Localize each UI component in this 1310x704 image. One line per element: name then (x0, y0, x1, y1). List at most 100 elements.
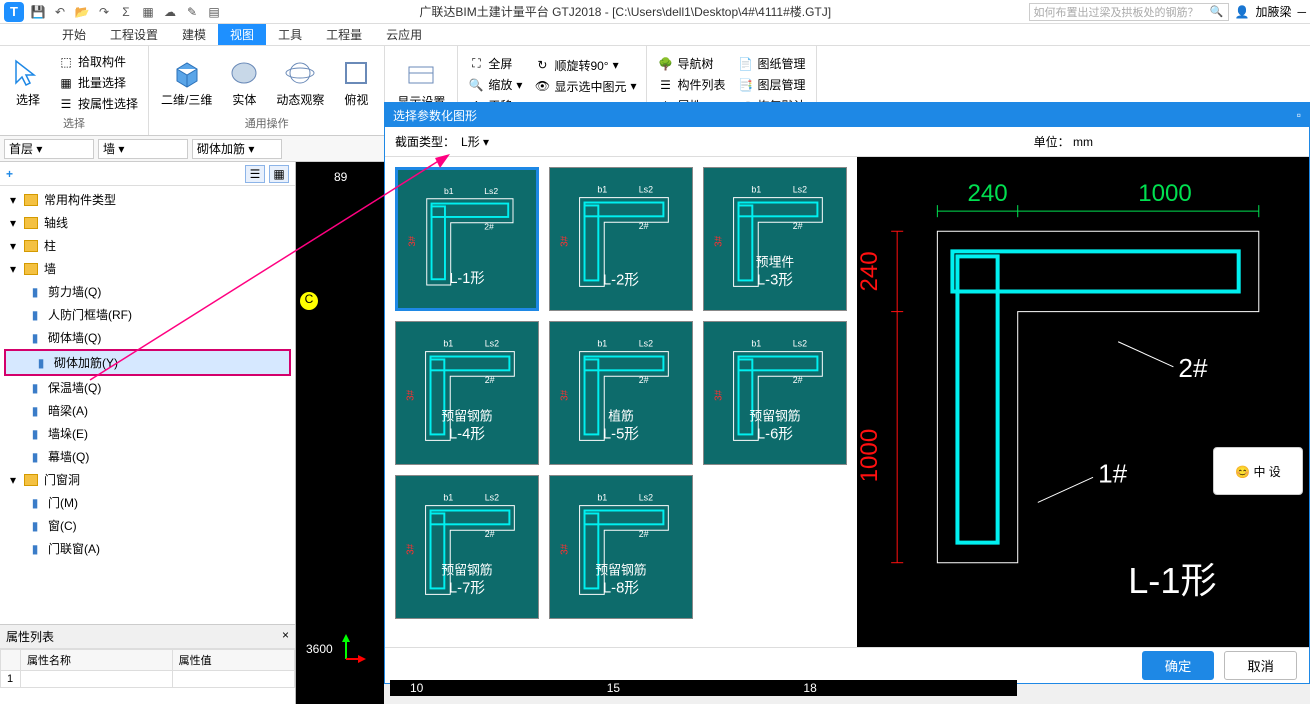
tree-item[interactable]: ▮窗(C) (0, 514, 295, 537)
item-icon: ▮ (34, 356, 48, 370)
shape-thumb[interactable]: 3#b1Ls22#预留钢筋L-8形 (549, 475, 693, 619)
edit-icon[interactable]: ✎ (184, 4, 200, 20)
tree-item[interactable]: ▮砌体加筋(Y) (4, 349, 291, 376)
expand-icon[interactable]: ▾ (10, 193, 16, 207)
region-icon[interactable]: ▦ (140, 4, 156, 20)
tree-item[interactable]: ▾柱 (0, 234, 295, 257)
dim-1000-left: 1000 (857, 429, 883, 483)
open-icon[interactable]: 📂 (74, 4, 90, 20)
shape-thumb[interactable]: 3#b1Ls22#预留钢筋L-6形 (703, 321, 847, 465)
expand-icon[interactable]: ▾ (10, 239, 16, 253)
drawing-canvas[interactable]: 89 C 3600 (296, 162, 384, 704)
view-mode-2-icon[interactable]: ▦ (269, 165, 289, 183)
layer-mgr-button[interactable]: 📑图层管理 (736, 75, 808, 94)
shape-thumb[interactable]: 3#b1Ls22#植筋L-5形 (549, 321, 693, 465)
ribbon-group-select: 选择 ⬚拾取构件 ▦批量选择 ☰按属性选择 选择 (0, 46, 149, 135)
shape-thumb[interactable]: 3#b1Ls22#预留钢筋L-4形 (395, 321, 539, 465)
layer-icon: 📑 (738, 77, 754, 93)
ok-button[interactable]: 确定 (1142, 651, 1215, 680)
add-icon[interactable]: + (6, 167, 13, 181)
menu-start[interactable]: 开始 (50, 24, 98, 45)
fullscreen-button[interactable]: ⛶全屏 (466, 54, 524, 73)
window-min-icon[interactable]: ─ (1297, 5, 1306, 19)
orbit-button[interactable]: 动态观察 (272, 55, 328, 110)
tree-item[interactable]: ▾墙 (0, 257, 295, 280)
select-button[interactable]: 选择 (8, 55, 48, 110)
shape-thumb[interactable]: 3#b1Ls22#L-2形 (549, 167, 693, 311)
section-type-label: 截面类型： (395, 133, 455, 150)
show-selected-button[interactable]: 👁显示选中图元 ▾ (532, 77, 638, 96)
tree-item[interactable]: ▮幕墙(Q) (0, 445, 295, 468)
dialog-max-icon[interactable]: ▫ (1297, 108, 1301, 122)
drawing-icon: 📄 (738, 56, 754, 72)
tree-item-label: 门窗洞 (44, 471, 80, 488)
menu-cloud[interactable]: 云应用 (374, 24, 434, 45)
svg-text:b1: b1 (597, 339, 607, 349)
tree-item[interactable]: ▮门(M) (0, 491, 295, 514)
group-label-common: 通用操作 (157, 115, 376, 131)
cloud-icon[interactable]: ☁ (162, 4, 178, 20)
cancel-button[interactable]: 取消 (1224, 651, 1297, 680)
undo-icon[interactable]: ↶ (52, 4, 68, 20)
close-icon[interactable]: × (282, 628, 289, 645)
sum-icon[interactable]: Σ (118, 4, 134, 20)
svg-text:b1: b1 (444, 186, 454, 196)
section-type-select[interactable]: L形 ▾ (461, 133, 541, 150)
shape-thumb[interactable]: 3#b1Ls22#L-1形 (395, 167, 539, 311)
expand-icon[interactable]: ▾ (10, 262, 16, 276)
orbit-icon (284, 57, 316, 89)
shape-thumb[interactable]: 3#b1Ls22#预埋件L-3形 (703, 167, 847, 311)
tree-item[interactable]: ▾ 门窗洞 (0, 468, 295, 491)
drawing-mgr-button[interactable]: 📄图纸管理 (736, 54, 808, 73)
tree-item[interactable]: ▮砌体墙(Q) (0, 326, 295, 349)
2d3d-button[interactable]: 二维/三维 (157, 55, 216, 110)
view-mode-1-icon[interactable]: ☰ (245, 165, 265, 183)
navtree-button[interactable]: 🌳导航树 (655, 54, 727, 73)
shape-thumb[interactable]: 3#b1Ls22#预留钢筋L-7形 (395, 475, 539, 619)
zoom-button[interactable]: 🔍缩放 ▾ (466, 75, 524, 94)
tree-item[interactable]: ▮人防门框墙(RF) (0, 303, 295, 326)
rotate-button[interactable]: ↻顺旋转90° ▾ (532, 56, 638, 75)
expand-icon[interactable]: ▾ (10, 473, 16, 487)
component-select[interactable]: 砌体加筋 ▾ (192, 139, 282, 159)
tree-item[interactable]: ▾常用构件类型 (0, 188, 295, 211)
tree-item[interactable]: ▮门联窗(A) (0, 537, 295, 560)
item-icon: ▮ (28, 381, 42, 395)
menu-bar: 开始 工程设置 建模 视图 工具 工程量 云应用 (0, 24, 1310, 46)
tree-item[interactable]: ▮保温墙(Q) (0, 376, 295, 399)
tree-item[interactable]: ▮剪力墙(Q) (0, 280, 295, 303)
batch-icon: ▦ (58, 75, 74, 91)
tree-item-label: 暗梁(A) (48, 402, 88, 419)
tree-item[interactable]: ▾轴线 (0, 211, 295, 234)
type-select[interactable]: 墙 ▾ (98, 139, 188, 159)
menu-tools[interactable]: 工具 (266, 24, 314, 45)
folder-icon (24, 240, 38, 252)
tree-item[interactable]: ▮墙垛(E) (0, 422, 295, 445)
select-by-prop-button[interactable]: ☰按属性选择 (56, 94, 140, 113)
user-avatar-icon[interactable]: 👤 (1235, 5, 1250, 19)
save-icon[interactable]: 💾 (30, 4, 46, 20)
menu-project[interactable]: 工程设置 (98, 24, 170, 45)
filter-icon: ☰ (58, 96, 74, 112)
layers-icon[interactable]: ▤ (206, 4, 222, 20)
tree-item[interactable]: ▮暗梁(A) (0, 399, 295, 422)
pick-component-button[interactable]: ⬚拾取构件 (56, 52, 140, 71)
help-search[interactable]: 如何布置出过梁及拱板处的钢筋？ 🔍 (1029, 3, 1229, 21)
nav-tree[interactable]: ▾常用构件类型▾轴线▾柱▾墙▮剪力墙(Q)▮人防门框墙(RF)▮砌体墙(Q)▮砌… (0, 186, 295, 624)
menu-quantity[interactable]: 工程量 (314, 24, 374, 45)
search-icon[interactable]: 🔍 (1210, 5, 1224, 18)
pick-icon: ⬚ (58, 54, 74, 70)
svg-text:2#: 2# (485, 529, 495, 539)
solid-button[interactable]: 实体 (224, 55, 264, 110)
menu-view[interactable]: 视图 (218, 24, 266, 45)
complist-button[interactable]: ☰构件列表 (655, 75, 727, 94)
svg-text:Ls2: Ls2 (793, 339, 807, 349)
menu-model[interactable]: 建模 (170, 24, 218, 45)
batch-select-button[interactable]: ▦批量选择 (56, 73, 140, 92)
dialog-titlebar: 选择参数化图形 ▫ (385, 103, 1309, 127)
floor-select[interactable]: 首层 ▾ (4, 139, 94, 159)
top-view-button[interactable]: 俯视 (336, 55, 376, 110)
svg-text:预留钢筋: 预留钢筋 (441, 409, 492, 424)
expand-icon[interactable]: ▾ (10, 216, 16, 230)
redo-icon[interactable]: ↷ (96, 4, 112, 20)
